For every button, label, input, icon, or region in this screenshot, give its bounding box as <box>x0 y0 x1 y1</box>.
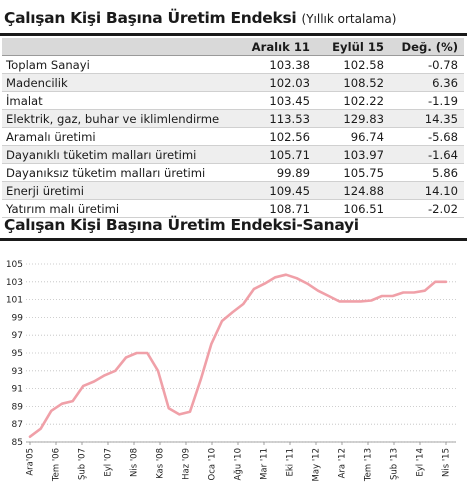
y-tick-label: 103 <box>6 278 23 288</box>
row-aralik: 102.56 <box>242 127 316 146</box>
table-body: Toplam Sanayi 103.38 102.58 -0.78 Madencilik… <box>2 55 464 218</box>
x-tick-label: Eyl '07 <box>104 448 114 477</box>
chart-title: Çalışan Kişi Başına Üretim Endeksi-Sanay… <box>4 216 359 234</box>
table-row: İmalat 103.45 102.22 -1.19 <box>2 91 464 110</box>
series-line <box>28 273 448 438</box>
y-tick-label: 89 <box>12 402 24 412</box>
x-tick-label: May '12 <box>312 448 322 481</box>
y-tick-label: 85 <box>12 438 23 448</box>
x-tick-label: Ara'05 <box>26 448 36 476</box>
x-tick-label: Mar '11 <box>260 448 270 480</box>
row-eylul: 103.97 <box>316 145 390 164</box>
y-tick-label: 99 <box>12 313 24 323</box>
table-row: Dayanıksız tüketim malları üretimi 99.89 1… <box>2 163 464 182</box>
row-label: Elektrik, gaz, buhar ve iklimlendirme <box>2 109 242 128</box>
y-tick-label: 97 <box>12 331 23 341</box>
x-tick-label: Nis '15 <box>442 448 452 477</box>
x-tick-label: Haz '09 <box>182 448 192 480</box>
chart-top-rule <box>0 238 467 241</box>
row-aralik: 99.89 <box>242 163 316 182</box>
line-chart: 85 87 89 91 93 95 97 99 101 103 105 Ara'05 Tem '06 Şu… <box>6 260 456 482</box>
table-row: Elektrik, gaz, buhar ve iklimlendirme 113… <box>2 109 464 128</box>
y-tick-label: 105 <box>6 260 23 270</box>
row-label: Dayanıklı tüketim malları üretimi <box>2 145 242 164</box>
row-eylul: 129.83 <box>316 109 390 128</box>
y-tick-label: 87 <box>12 420 23 430</box>
row-label: Aramalı üretimi <box>2 127 242 146</box>
row-change: -2.02 <box>390 199 464 218</box>
row-change: -1.19 <box>390 91 464 110</box>
y-tick-label: 93 <box>12 367 23 377</box>
table-row: Dayanıklı tüketim malları üretimi 105.71 1… <box>2 145 464 164</box>
row-change: 14.35 <box>390 109 464 128</box>
table-row: Yatırım malı üretimi 108.71 106.51 -2.02 <box>2 199 464 218</box>
y-tick-label: 95 <box>12 349 23 359</box>
x-tick-label: Şub '07 <box>78 448 88 480</box>
row-eylul: 96.74 <box>316 127 390 146</box>
row-label: Enerji üretimi <box>2 181 242 200</box>
row-aralik: 113.53 <box>242 109 316 128</box>
x-tick-label: Oca '10 <box>208 448 218 480</box>
x-tick-label: Tem '13 <box>364 448 374 482</box>
row-eylul: 102.22 <box>316 91 390 110</box>
index-table: Aralık 11 Eylül 15 Değ. (%) Toplam Sanay… <box>2 38 464 218</box>
x-tick-label: Eki '11 <box>286 448 296 477</box>
x-tick-label: Kas '08 <box>156 448 166 479</box>
row-aralik: 102.03 <box>242 73 316 92</box>
table-header-change: Değ. (%) <box>390 38 464 56</box>
row-change: 5.86 <box>390 163 464 182</box>
table-row: Enerji üretimi 109.45 124.88 14.10 <box>2 181 464 200</box>
y-tick-label: 91 <box>12 385 23 395</box>
table-header-eylul: Eylül 15 <box>316 38 390 56</box>
x-tick-label: Ara '12 <box>338 448 348 478</box>
table-header-label <box>2 38 242 56</box>
row-change: -0.78 <box>390 55 464 74</box>
row-aralik: 109.45 <box>242 181 316 200</box>
row-eylul: 102.58 <box>316 55 390 74</box>
row-change: -5.68 <box>390 127 464 146</box>
row-eylul: 106.51 <box>316 199 390 218</box>
x-tick-label: Ağu '10 <box>234 448 244 480</box>
row-eylul: 124.88 <box>316 181 390 200</box>
table-row: Aramalı üretimi 102.56 96.74 -5.68 <box>2 127 464 146</box>
row-label: Toplam Sanayi <box>2 55 242 74</box>
table-row: Madencilik 102.03 108.52 6.36 <box>2 73 464 92</box>
table-header-aralik: Aralık 11 <box>242 38 316 56</box>
y-tick-label: 101 <box>6 296 23 306</box>
table-title-text: Çalışan Kişi Başına Üretim Endeksi <box>4 9 297 27</box>
row-label: Yatırım malı üretimi <box>2 199 242 218</box>
row-eylul: 108.52 <box>316 73 390 92</box>
row-eylul: 105.75 <box>316 163 390 182</box>
table-title: Çalışan Kişi Başına Üretim Endeksi (Yıll… <box>4 9 396 27</box>
x-tick-label: Eyl '14 <box>416 448 426 477</box>
table-row: Toplam Sanayi 103.38 102.58 -0.78 <box>2 55 464 74</box>
row-change: -1.64 <box>390 145 464 164</box>
table-subtitle: (Yıllık ortalama) <box>301 12 397 26</box>
row-label: Madencilik <box>2 73 242 92</box>
row-aralik: 103.38 <box>242 55 316 74</box>
row-aralik: 103.45 <box>242 91 316 110</box>
x-tick-label: Tem '06 <box>52 448 62 482</box>
row-label: Dayanıksız tüketim malları üretimi <box>2 163 242 182</box>
row-aralik: 105.71 <box>242 145 316 164</box>
row-aralik: 108.71 <box>242 199 316 218</box>
row-change: 14.10 <box>390 181 464 200</box>
table-top-rule <box>0 33 467 36</box>
x-tick-label: Nis '08 <box>130 448 140 477</box>
row-label: İmalat <box>2 91 242 110</box>
table-header-row: Aralık 11 Eylül 15 Değ. (%) <box>2 38 464 56</box>
x-tick-label: Şub '13 <box>390 448 400 480</box>
row-change: 6.36 <box>390 73 464 92</box>
